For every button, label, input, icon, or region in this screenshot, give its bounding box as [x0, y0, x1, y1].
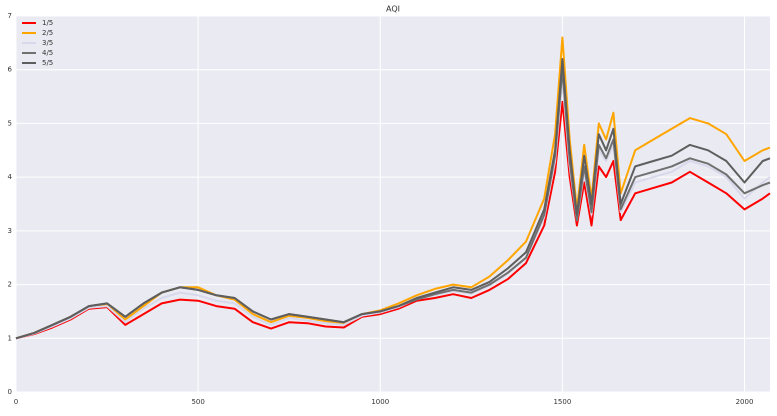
x-tick-label: 0	[14, 398, 18, 406]
chart-title: AQI	[386, 5, 400, 14]
x-tick-label: 2000	[736, 398, 754, 406]
legend-label: 1/5	[42, 19, 53, 27]
x-tick-label: 500	[191, 398, 204, 406]
legend-label: 5/5	[42, 59, 53, 67]
legend-label: 4/5	[42, 49, 53, 57]
y-tick-label: 1	[8, 334, 12, 342]
y-tick-label: 6	[8, 66, 13, 74]
plot-area	[16, 16, 770, 392]
series-line	[15, 58, 771, 340]
y-tick-label: 2	[8, 281, 12, 289]
series-line	[15, 100, 771, 340]
legend-label: 3/5	[42, 39, 53, 47]
legend-label: 2/5	[42, 29, 53, 37]
x-tick-label: 1000	[371, 398, 389, 406]
y-tick-label: 4	[8, 173, 13, 181]
series-line	[15, 79, 771, 340]
x-tick-label: 1500	[553, 398, 571, 406]
y-tick-label: 7	[8, 12, 12, 20]
y-tick-label: 5	[8, 119, 12, 127]
y-tick-label: 0	[8, 388, 12, 396]
y-tick-label: 3	[8, 227, 12, 235]
